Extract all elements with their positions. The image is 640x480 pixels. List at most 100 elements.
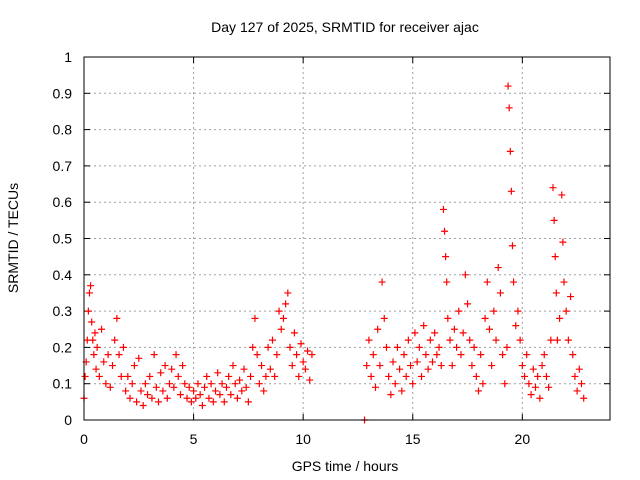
data-point: [275, 307, 283, 315]
data-point: [236, 376, 244, 384]
data-point: [455, 307, 463, 315]
data-point: [181, 380, 189, 388]
data-point: [299, 358, 307, 366]
data-point: [439, 205, 447, 213]
data-point: [106, 383, 114, 391]
data-point: [409, 380, 417, 388]
y-tick-label: 0.4: [53, 267, 73, 283]
data-point: [163, 394, 171, 402]
data-point: [146, 372, 154, 380]
data-point: [111, 336, 119, 344]
data-point: [108, 362, 116, 370]
y-axis-label: SRMTID / TECUs: [5, 183, 21, 293]
data-point: [251, 314, 259, 322]
data-point: [575, 365, 583, 373]
data-point: [481, 314, 489, 322]
data-point: [506, 147, 514, 155]
data-point: [231, 380, 239, 388]
data-point: [380, 314, 388, 322]
data-point: [87, 282, 95, 290]
data-point: [404, 336, 412, 344]
data-point: [382, 343, 390, 351]
data-point: [262, 372, 270, 380]
data-point: [459, 329, 467, 337]
data-point: [516, 336, 524, 344]
data-point: [133, 398, 141, 406]
data-point: [90, 351, 98, 359]
data-point: [444, 314, 452, 322]
data-point: [510, 278, 518, 286]
data-point: [504, 82, 512, 90]
data-point: [492, 336, 500, 344]
data-point: [157, 369, 165, 377]
data-point: [227, 391, 235, 399]
data-point: [229, 362, 237, 370]
y-tick-label: 0.9: [53, 85, 73, 101]
data-point: [119, 343, 127, 351]
data-point: [527, 391, 535, 399]
data-point: [411, 329, 419, 337]
data-point: [144, 391, 152, 399]
data-point: [168, 365, 176, 373]
data-point: [547, 336, 555, 344]
data-point: [407, 362, 415, 370]
axis-ticks: 00.10.20.30.40.50.60.70.80.910 5 10 15 20: [53, 49, 610, 447]
data-point: [242, 383, 250, 391]
data-point: [374, 325, 382, 333]
data-point: [161, 362, 169, 370]
data-point: [104, 351, 112, 359]
plot-frame: [83, 56, 611, 421]
data-point: [365, 336, 373, 344]
data-point: [141, 380, 149, 388]
data-point: [472, 372, 480, 380]
data-point: [150, 351, 158, 359]
data-point: [115, 351, 123, 359]
data-point: [466, 336, 474, 344]
data-point: [198, 401, 206, 409]
data-point: [400, 351, 408, 359]
data-point: [494, 264, 502, 272]
data-point: [89, 336, 97, 344]
data-point: [437, 362, 445, 370]
data-point: [81, 372, 89, 380]
data-point: [304, 347, 312, 355]
data-point: [443, 278, 451, 286]
data-point: [418, 372, 426, 380]
data-point: [426, 336, 434, 344]
data-point: [514, 307, 522, 315]
data-point: [187, 398, 195, 406]
data-point: [523, 351, 531, 359]
data-point: [165, 380, 173, 388]
data-point: [253, 351, 261, 359]
data-point: [91, 329, 99, 337]
data-point: [174, 372, 182, 380]
data-point: [238, 387, 246, 395]
data-point: [190, 387, 198, 395]
data-point: [488, 362, 496, 370]
data-point: [446, 336, 454, 344]
data-point: [442, 253, 450, 261]
data-point: [424, 365, 432, 373]
chart-title: Day 127 of 2025, SRMTID for receiver aja…: [211, 19, 479, 35]
data-point: [549, 184, 557, 192]
data-point: [216, 391, 224, 399]
data-point: [95, 372, 103, 380]
data-point: [102, 380, 110, 388]
data-point: [505, 104, 513, 112]
data-point: [435, 343, 443, 351]
data-point: [295, 372, 303, 380]
y-tick-label: 0.1: [53, 376, 73, 392]
data-point: [470, 343, 478, 351]
data-point: [567, 293, 575, 301]
data-point: [98, 325, 106, 333]
data-point: [415, 343, 423, 351]
data-point: [385, 372, 393, 380]
data-point: [569, 351, 577, 359]
data-point: [240, 365, 248, 373]
data-point: [531, 383, 539, 391]
y-tick-label: 0.8: [53, 122, 73, 138]
data-point: [560, 278, 568, 286]
data-point: [130, 362, 138, 370]
data-point: [562, 307, 570, 315]
y-tick-label: 0.2: [53, 339, 73, 355]
